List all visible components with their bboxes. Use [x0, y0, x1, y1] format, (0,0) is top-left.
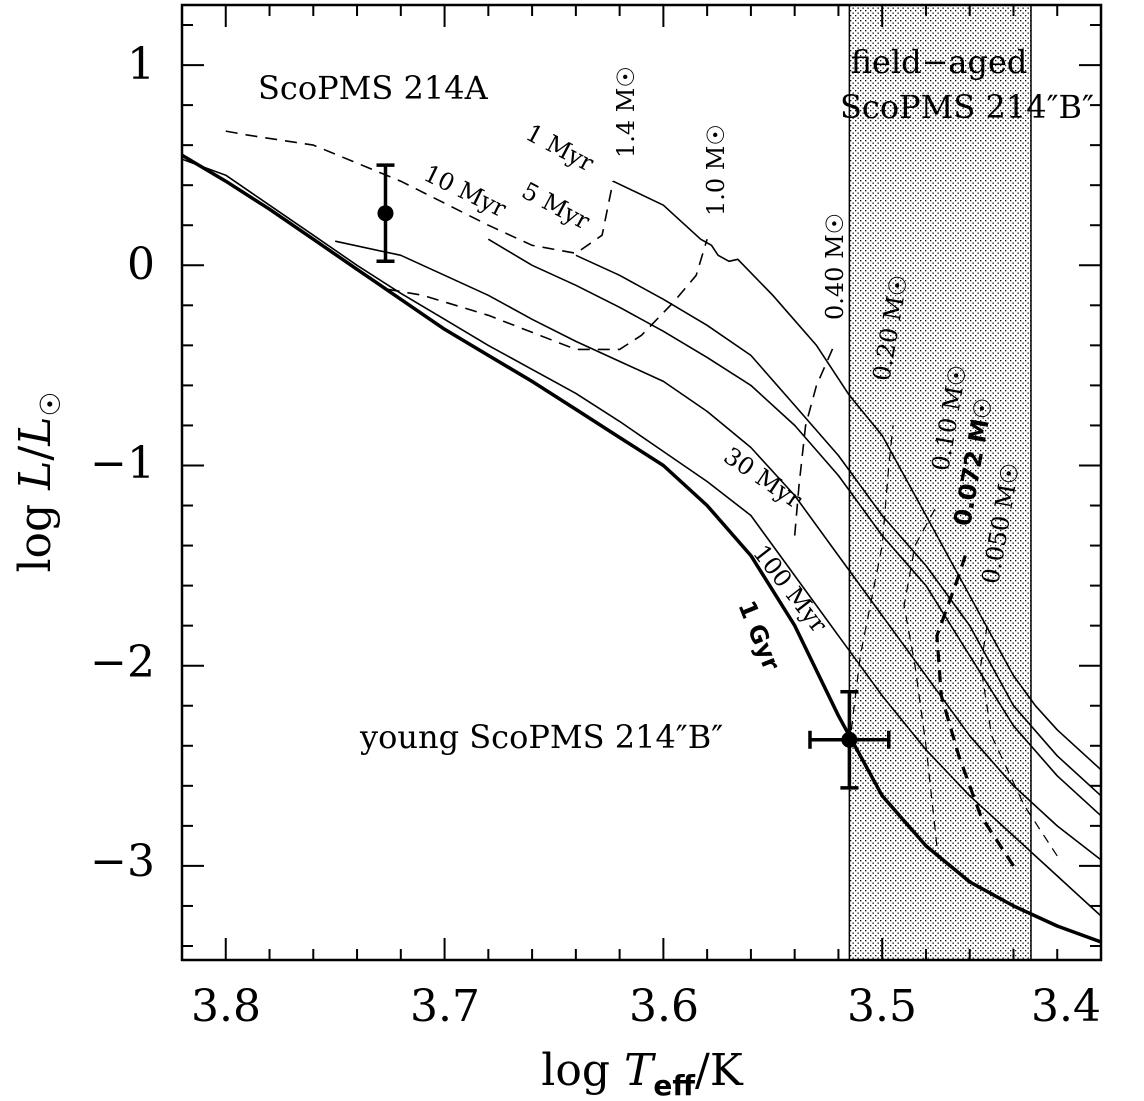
x-tick-label: 3.7 [410, 981, 480, 1032]
isochrone-label-10myr: 10 Myr [419, 159, 511, 223]
field-aged-label-line1: field−aged [851, 43, 1028, 81]
x-tick-label: 3.5 [847, 981, 917, 1032]
y-tick-label: −1 [90, 438, 155, 489]
isochrone-10-myr [487, 238, 1101, 817]
isochrone-label-1myr: 1 Myr [521, 119, 599, 178]
isochrone-30-myr [335, 240, 1101, 861]
mass-track-0-10-m- [903, 505, 938, 846]
field-aged-band [848, 4, 1032, 961]
isochrone-1-gyr [182, 153, 1101, 944]
curves-group [182, 130, 1101, 944]
axis-ticks [181, 5, 1102, 960]
mass-track-1-4-m- [225, 130, 614, 255]
mass-track-0-050-m- [980, 625, 1058, 857]
primary-star-point [376, 163, 395, 264]
track-label-1p4: 1.4 M☉ [612, 66, 640, 158]
isochrone-label-1gyr: 1 Gyr [732, 597, 785, 675]
isochrone-100-myr [182, 158, 1101, 917]
mass-track-0-20-m- [848, 425, 894, 746]
x-tick-label: 3.8 [191, 981, 261, 1032]
track-label-1p0: 1.0 M☉ [702, 124, 730, 216]
isochrone-label-30myr: 30 Myr [719, 442, 808, 515]
young-companion-label: young ScoPMS 214″B″ [359, 718, 723, 756]
mass-track-1-0-m- [387, 238, 708, 351]
mass-track-0-072-m- [935, 555, 1015, 867]
track-label-0p40: 0.40 M☉ [821, 213, 849, 320]
isochrone-5-myr [575, 254, 1101, 797]
plot-frame [180, 3, 1103, 962]
isochrone-1-myr [612, 180, 1101, 771]
isochrone-label-5myr: 5 Myr [517, 177, 595, 236]
y-tick-label: 0 [127, 239, 155, 290]
young-companion-point [808, 689, 891, 790]
y-tick-label: −2 [90, 637, 155, 688]
data-point-marker [377, 205, 394, 222]
data-points-group [376, 163, 891, 790]
x-tick-label: 3.4 [1031, 981, 1101, 1032]
y-tick-label: 1 [127, 39, 155, 90]
primary-star-label: ScoPMS 214A [258, 69, 489, 107]
mass-track-0-40-m- [793, 345, 835, 536]
x-axis-title: log Teff/K [541, 1045, 744, 1101]
field-aged-label-line2: ScoPMS 214″B″ [840, 88, 1094, 126]
y-axis-title: log L/L☉ [10, 391, 67, 572]
y-tick-label: −3 [90, 836, 155, 887]
data-point-marker [841, 731, 858, 748]
x-tick-label: 3.6 [629, 981, 699, 1032]
